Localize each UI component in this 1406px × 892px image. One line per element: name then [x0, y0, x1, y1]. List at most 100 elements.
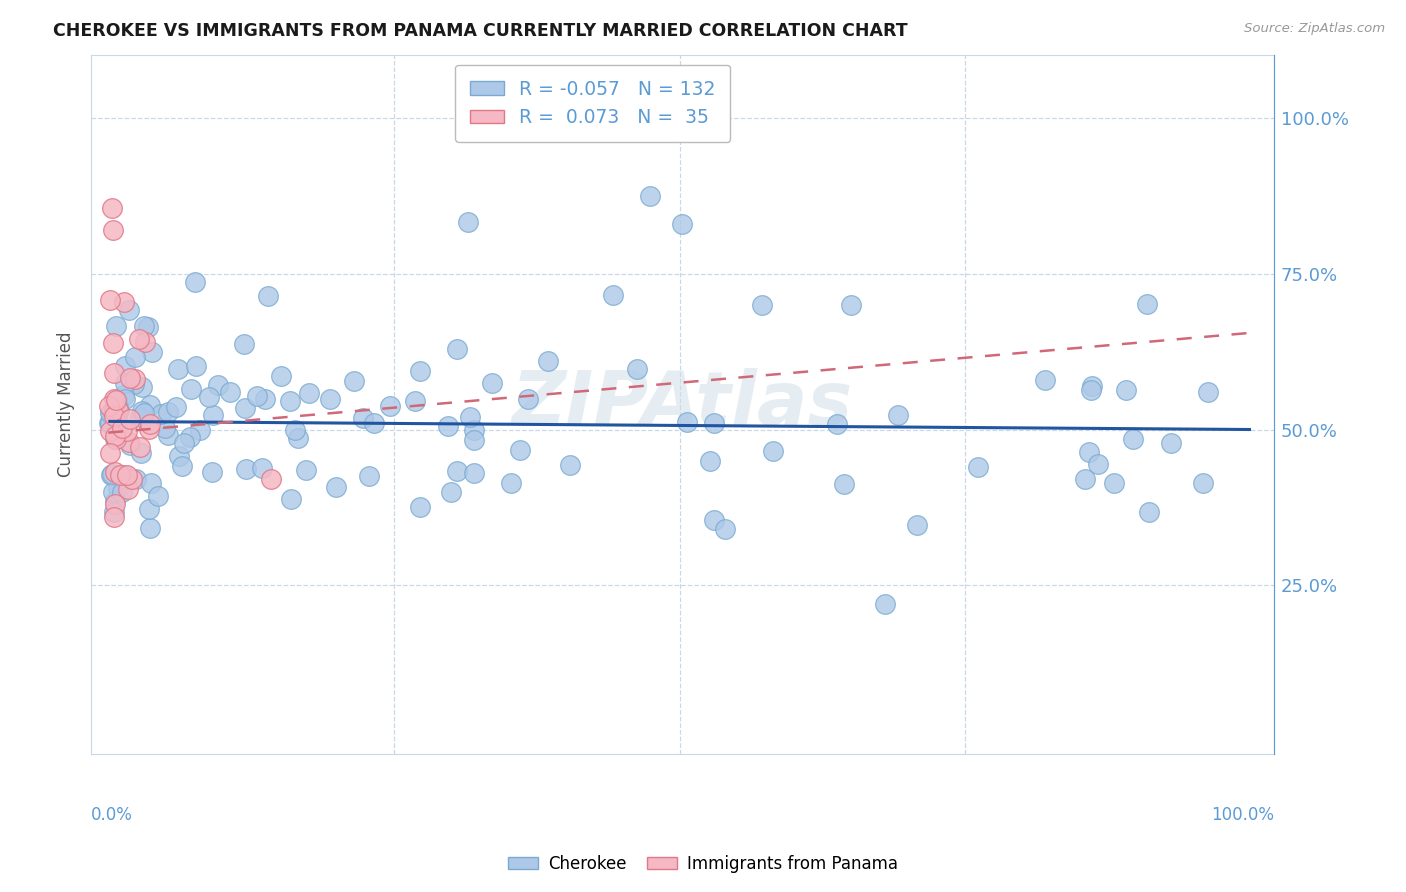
Point	[235, 462, 257, 476]
Point	[103, 404, 125, 418]
Point	[107, 403, 129, 417]
Text: 0.0%: 0.0%	[91, 806, 134, 824]
Point	[1033, 373, 1056, 387]
Point	[107, 421, 129, 435]
Point	[298, 386, 321, 401]
Point	[458, 410, 481, 425]
Point	[699, 454, 721, 468]
Point	[149, 407, 172, 421]
Point	[117, 468, 139, 483]
Point	[270, 368, 292, 383]
Point	[100, 406, 122, 420]
Point	[839, 298, 862, 312]
Point	[825, 417, 848, 431]
Point	[103, 392, 125, 406]
Point	[201, 465, 224, 479]
Legend: R = -0.057   N = 132, R =  0.073   N =  35: R = -0.057 N = 132, R = 0.073 N = 35	[456, 64, 731, 142]
Point	[1080, 383, 1102, 397]
Point	[139, 398, 162, 412]
Point	[437, 418, 460, 433]
Point	[463, 434, 485, 448]
Point	[446, 343, 468, 357]
Point	[1160, 436, 1182, 450]
Point	[139, 475, 162, 490]
Point	[457, 215, 479, 229]
Point	[499, 476, 522, 491]
Point	[104, 429, 127, 443]
Point	[139, 521, 162, 535]
Text: CHEROKEE VS IMMIGRANTS FROM PANAMA CURRENTLY MARRIED CORRELATION CHART: CHEROKEE VS IMMIGRANTS FROM PANAMA CURRE…	[53, 22, 908, 40]
Point	[114, 392, 136, 406]
Point	[104, 432, 127, 446]
Point	[180, 382, 202, 396]
Point	[104, 493, 127, 508]
Point	[122, 377, 145, 392]
Point	[101, 467, 124, 481]
Point	[1122, 432, 1144, 446]
Point	[409, 500, 432, 514]
Point	[103, 509, 125, 524]
Point	[129, 440, 152, 454]
Point	[184, 275, 207, 289]
Point	[128, 409, 150, 424]
Point	[875, 597, 897, 611]
Point	[104, 465, 127, 479]
Point	[141, 345, 163, 359]
Point	[114, 359, 136, 373]
Point	[318, 392, 340, 406]
Point	[104, 433, 127, 447]
Point	[887, 408, 910, 422]
Point	[138, 417, 160, 431]
Point	[463, 467, 485, 481]
Point	[481, 376, 503, 390]
Point	[112, 294, 135, 309]
Point	[207, 378, 229, 392]
Point	[357, 469, 380, 483]
Point	[1087, 458, 1109, 472]
Point	[287, 431, 309, 445]
Point	[676, 415, 699, 429]
Point	[167, 362, 190, 376]
Point	[146, 490, 169, 504]
Point	[157, 428, 180, 442]
Point	[101, 484, 124, 499]
Point	[103, 366, 125, 380]
Point	[134, 334, 156, 349]
Point	[517, 392, 540, 406]
Point	[101, 336, 124, 351]
Text: 100.0%: 100.0%	[1211, 806, 1274, 824]
Point	[246, 389, 269, 403]
Point	[118, 437, 141, 451]
Point	[378, 399, 401, 413]
Point	[440, 485, 463, 500]
Point	[128, 332, 150, 346]
Point	[103, 505, 125, 519]
Point	[112, 467, 135, 482]
Point	[98, 293, 121, 307]
Point	[638, 188, 661, 202]
Point	[136, 319, 159, 334]
Point	[121, 471, 143, 485]
Point	[202, 408, 225, 422]
Point	[112, 388, 135, 402]
Point	[131, 379, 153, 393]
Point	[107, 414, 129, 428]
Point	[1077, 445, 1099, 459]
Point	[233, 401, 256, 416]
Point	[703, 416, 725, 430]
Point	[165, 401, 187, 415]
Point	[1197, 385, 1219, 400]
Point	[117, 424, 139, 438]
Text: Source: ZipAtlas.com: Source: ZipAtlas.com	[1244, 22, 1385, 36]
Point	[254, 392, 277, 406]
Point	[118, 303, 141, 318]
Point	[125, 472, 148, 486]
Point	[188, 423, 211, 437]
Point	[446, 464, 468, 478]
Point	[98, 399, 121, 413]
Point	[118, 411, 141, 425]
Point	[98, 406, 121, 420]
Point	[233, 337, 256, 351]
Point	[108, 468, 131, 483]
Point	[278, 394, 301, 409]
